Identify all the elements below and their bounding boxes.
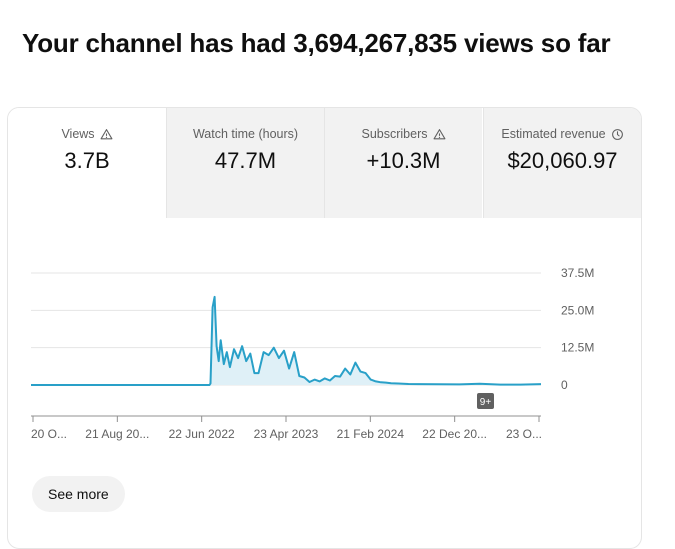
metric-value: +10.3M <box>366 148 441 173</box>
see-more-button[interactable]: See more <box>32 476 125 512</box>
y-tick-label: 37.5M <box>561 266 594 280</box>
metric-tab-watch-time[interactable]: Watch time (hours) 47.7M <box>166 108 324 218</box>
x-axis: 20 O... 21 Aug 20... 22 Jun 2022 23 Apr 202… <box>31 415 542 441</box>
chart-canvas: 0 12.5M 25.0M 37.5M 20 O... 21 Aug 20... 22 J… <box>31 266 594 441</box>
metric-label: Views <box>61 127 95 141</box>
metric-tab-revenue[interactable]: Estimated revenue $20,060.97 <box>483 108 641 218</box>
analytics-card: Views 3.7B Watch time (hours) 47.7M Subs… <box>7 107 642 549</box>
metric-value: $20,060.97 <box>507 148 618 173</box>
metric-label: Estimated revenue <box>501 127 606 141</box>
x-tick-label: 22 Dec 20... <box>422 427 487 441</box>
x-tick-label: 22 Jun 2022 <box>169 427 235 441</box>
x-tick-label: 23 O... <box>506 427 542 441</box>
x-tick-label: 20 O... <box>31 427 67 441</box>
y-axis: 0 12.5M 25.0M 37.5M <box>561 266 594 392</box>
metric-value: 3.7B <box>64 148 110 173</box>
x-tick-label: 21 Aug 20... <box>85 427 149 441</box>
metric-label: Watch time (hours) <box>192 127 299 141</box>
metric-tab-subscribers[interactable]: Subscribers +10.3M <box>324 108 482 218</box>
annotation-label: 9+ <box>480 397 492 408</box>
y-tick-label: 0 <box>561 378 568 392</box>
x-tick-label: 21 Feb 2024 <box>337 427 405 441</box>
warning-icon <box>433 128 445 139</box>
page-title: Your channel has had 3,694,267,835 views… <box>22 28 611 58</box>
annotation-badge[interactable] <box>477 393 494 409</box>
metric-tab-views[interactable]: Views 3.7B <box>8 108 166 218</box>
y-tick-label: 25.0M <box>561 303 594 317</box>
metric-tabs: Views 3.7B Watch time (hours) 47.7M Subs… <box>8 108 641 218</box>
clock-icon <box>611 128 623 140</box>
y-tick-label: 12.5M <box>561 341 594 355</box>
views-chart: 0 12.5M 25.0M 37.5M 20 O... 21 Aug 20... 22 J… <box>8 218 641 468</box>
metric-label: Subscribers <box>361 127 428 141</box>
chart-series <box>31 295 542 386</box>
series-line <box>31 295 542 386</box>
series-area <box>31 296 541 385</box>
warning-icon <box>100 128 113 139</box>
metric-value: 47.7M <box>214 148 277 173</box>
x-tick-label: 23 Apr 2023 <box>254 427 319 441</box>
annotation-marker[interactable]: 9+ <box>477 393 494 409</box>
